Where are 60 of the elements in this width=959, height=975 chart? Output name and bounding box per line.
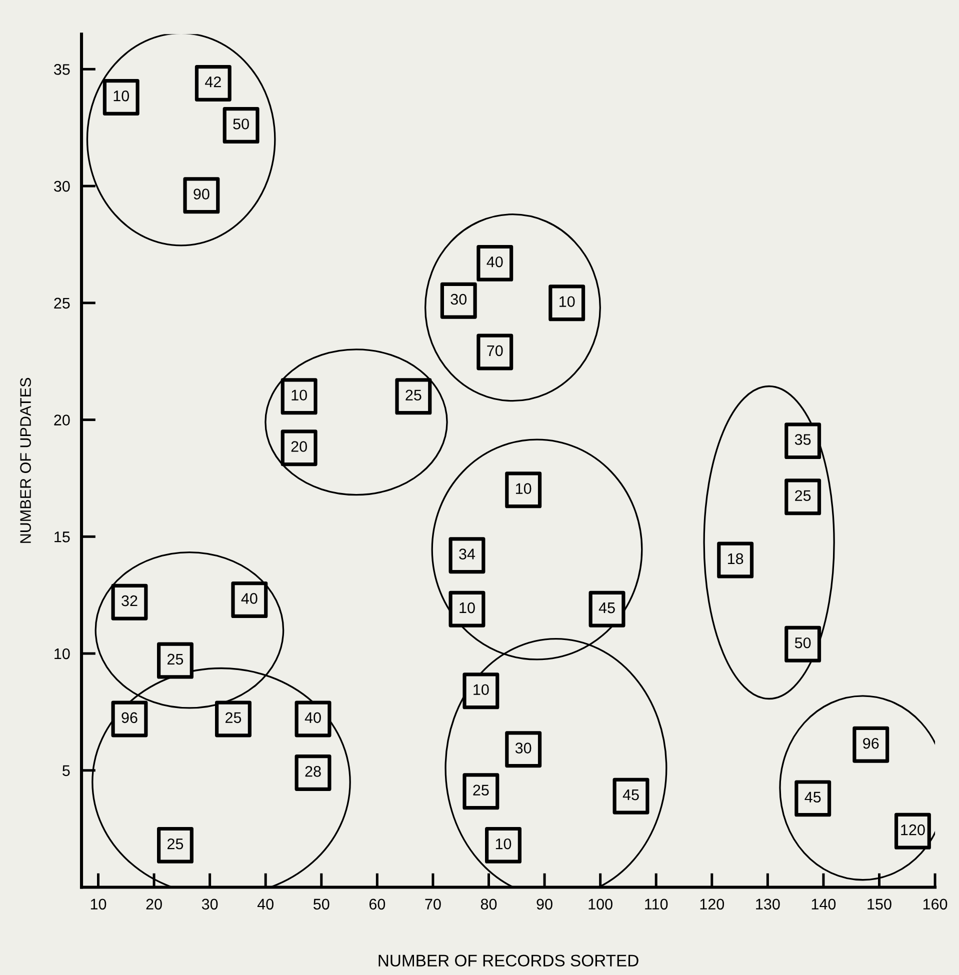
annotation: 40 — [241, 593, 258, 604]
x-tick-label: 110 — [645, 898, 668, 910]
annotation: 45 — [622, 790, 639, 800]
annotation: 25 — [795, 490, 811, 502]
annotation: 120 — [901, 824, 925, 836]
x-tick-label: 40 — [257, 898, 274, 910]
x-tick-label: 70 — [425, 898, 441, 910]
annotation: 34 — [459, 548, 476, 560]
x-tick-label: 160 — [923, 898, 948, 910]
annotation: 40 — [486, 256, 503, 268]
x-tick-label: 80 — [480, 898, 497, 910]
x-tick-label: 10 — [90, 898, 106, 910]
y-tick-label: 25 — [54, 298, 70, 309]
annotation: 28 — [305, 766, 321, 777]
annotation: 25 — [168, 838, 184, 850]
x-tick-label: 50 — [314, 898, 330, 910]
y-tick-label: 10 — [54, 648, 70, 660]
x-tick-label: 140 — [812, 898, 836, 910]
annotation: 10 — [560, 296, 575, 308]
x-axis-title: NUMBER OF RECORDS SORTED — [378, 954, 638, 967]
annotation: 10 — [114, 90, 130, 102]
annotation: 25 — [226, 712, 242, 724]
y-tick-label: 15 — [54, 532, 70, 542]
annotation: 25 — [406, 390, 422, 401]
annotation: 18 — [728, 553, 744, 564]
annotation: 20 — [291, 441, 307, 452]
annotation: 35 — [794, 434, 811, 445]
y-tick-label: 30 — [54, 180, 70, 192]
annotation: 45 — [598, 602, 615, 614]
annotation: 50 — [233, 118, 249, 130]
x-tick-label: 120 — [700, 898, 724, 910]
annotation: 10 — [474, 684, 489, 696]
annotation: 30 — [515, 742, 532, 754]
annotation: 10 — [292, 390, 307, 401]
annotation: 10 — [516, 483, 532, 494]
y-tick-label: 5 — [62, 765, 70, 776]
annotation: 25 — [473, 784, 489, 796]
annotation: 25 — [168, 654, 184, 665]
x-tick-label: 90 — [536, 898, 552, 910]
annotation: 45 — [804, 792, 821, 803]
x-tick-label: 100 — [588, 898, 612, 910]
annotation: 50 — [794, 637, 811, 648]
annotation: 40 — [304, 712, 321, 724]
x-tick-label: 30 — [202, 898, 218, 910]
annotation: 96 — [863, 738, 879, 749]
x-tick-label: 20 — [146, 898, 162, 910]
annotation: 10 — [496, 838, 512, 850]
x-tick-label: 130 — [756, 898, 780, 910]
annotation: 10 — [460, 602, 475, 614]
annotation: 90 — [194, 188, 210, 200]
annotation: 30 — [450, 294, 467, 305]
y-tick-label: 35 — [54, 64, 70, 75]
annotation: 70 — [487, 345, 503, 356]
y-axis-title: NUMBER OF UPDATES — [20, 378, 31, 543]
annotation: 42 — [205, 76, 221, 88]
y-tick-label: 20 — [54, 414, 70, 426]
annotation: 32 — [122, 595, 138, 606]
x-tick-label: 150 — [868, 898, 892, 910]
x-tick-label: 60 — [369, 898, 386, 910]
annotation: 96 — [122, 712, 138, 724]
